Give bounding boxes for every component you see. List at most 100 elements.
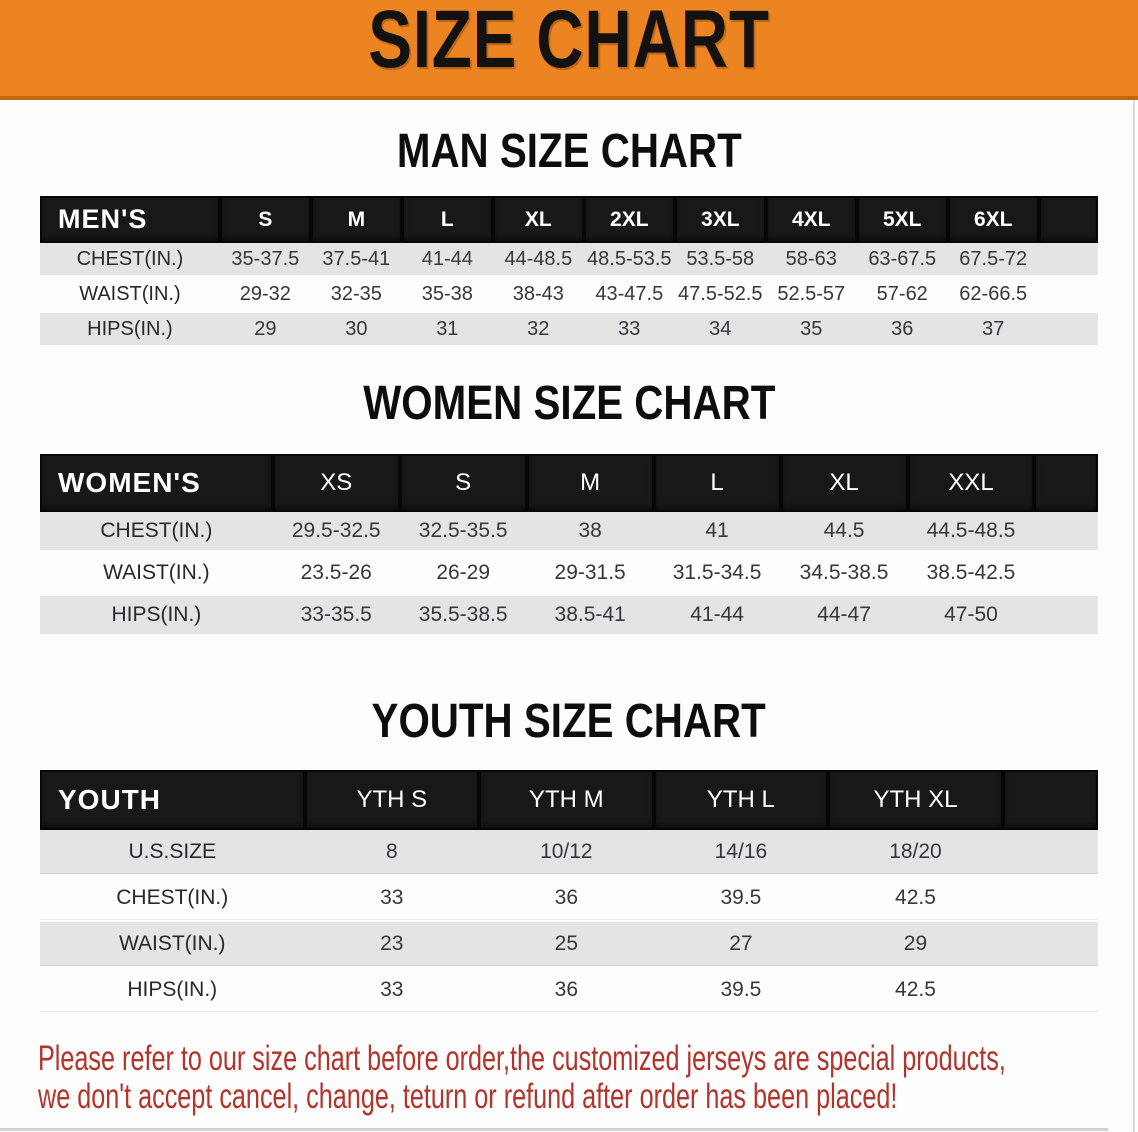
cell-value: 32.5-35.5 [399,512,527,554]
cell-value: 33 [304,876,480,922]
cell-value: 67.5-72 [947,243,1039,278]
women-section-title: WOMEN SIZE CHART [362,377,776,430]
cell-value: 41 [653,512,781,554]
header-filler [1034,454,1098,512]
cell-value: 35-38 [401,278,493,313]
cell-value: 33 [583,313,675,348]
column-header: L [401,196,493,243]
table-row: HIPS(IN.) 29 30 31 32 33 34 35 36 37 [40,313,1098,348]
cell-value: 33 [304,968,480,1014]
column-header: XL [492,196,584,243]
youth-section-title: YOUTH SIZE CHART [371,695,767,748]
table-row: CHEST(IN.) 33 36 39.5 42.5 [40,876,1098,922]
row-filler [1034,554,1098,596]
cell-value: 58-63 [765,243,857,278]
cell-value: 38-43 [492,278,584,313]
cell-value: 29-31.5 [526,554,654,596]
column-header: L [653,454,781,512]
table-row: CHEST(IN.) 35-37.5 37.5-41 41-44 44-48.5 48.5… [40,243,1098,278]
banner-title: SIZE CHART [368,0,770,85]
cell-value: 37 [947,313,1039,348]
column-header: XS [272,454,400,512]
table-corner-label: WOMEN'S [40,454,273,512]
row-label: CHEST(IN.) [40,876,305,922]
cell-value: 33-35.5 [272,596,400,638]
cell-value: 31.5-34.5 [653,554,781,596]
banner-heading: SIZE CHART [318,0,820,104]
cell-value: 39.5 [653,876,829,922]
cell-value: 37.5-41 [310,243,402,278]
row-filler [1002,922,1098,968]
row-filler [1034,596,1098,638]
cell-value: 36 [479,968,654,1014]
header-filler [1002,770,1098,830]
cell-value: 25 [479,922,654,968]
banner: SIZE CHART [0,0,1138,100]
cell-value: 44-48.5 [492,243,584,278]
column-header: XXL [907,454,1035,512]
men-table-wrap: MEN'S S M L XL 2XL 3XL 4XL 5XL 6XL CHEST(IN.) 35-37… [40,196,1098,348]
column-header: M [310,196,402,243]
row-filler [1038,278,1098,313]
section-women: WOMEN SIZE CHART WOMEN'S XS S M L XL XXL CHEST(… [0,378,1138,638]
cell-value: 34.5-38.5 [780,554,908,596]
cell-value: 43-47.5 [583,278,675,313]
cell-value: 39.5 [653,968,829,1014]
column-header: S [219,196,311,243]
table-row: HIPS(IN.) 33 36 39.5 42.5 [40,968,1098,1014]
cell-value: 35-37.5 [219,243,311,278]
cell-value: 38 [526,512,654,554]
cell-value: 57-62 [856,278,948,313]
table-row: CHEST(IN.) 29.5-32.5 32.5-35.5 38 41 44.5 44.5… [40,512,1098,554]
table-corner-label: YOUTH [40,770,305,830]
cell-value: 8 [304,830,480,876]
cell-value: 42.5 [828,968,1003,1014]
table-row: WAIST(IN.) 23.5-26 26-29 29-31.5 31.5-34.5 34… [40,554,1098,596]
women-size-table: WOMEN'S XS S M L XL XXL CHEST(IN.) 29.5-32.5 32.5… [40,454,1098,638]
row-filler [1002,830,1098,876]
row-label: WAIST(IN.) [40,554,273,596]
row-label: HIPS(IN.) [40,596,273,638]
cell-value: 44-47 [780,596,908,638]
section-youth: YOUTH SIZE CHART YOUTH YTH S YTH M YTH L YTH… [0,696,1138,1014]
column-header: M [526,454,654,512]
section-men: MAN SIZE CHART MEN'S S M L XL 2XL 3XL 4XL 5XL 6XL… [0,126,1138,348]
youth-section-heading: YOUTH SIZE CHART [0,696,1138,748]
row-label: U.S.SIZE [40,830,305,876]
column-header: 4XL [765,196,857,243]
cell-value: 10/12 [479,830,654,876]
row-filler [1002,968,1098,1014]
row-label: CHEST(IN.) [40,512,273,554]
cell-value: 29 [219,313,311,348]
row-filler [1002,876,1098,922]
cell-value: 14/16 [653,830,829,876]
cell-value: 35 [765,313,857,348]
cell-value: 48.5-53.5 [583,243,675,278]
column-header: YTH S [304,770,480,830]
row-filler [1038,313,1098,348]
cell-value: 29-32 [219,278,311,313]
column-header: YTH M [479,770,654,830]
row-label: HIPS(IN.) [40,968,305,1014]
notice-line-1: Please refer to our size chart before or… [38,1039,1006,1078]
row-label: HIPS(IN.) [40,313,220,348]
cell-value: 23 [304,922,480,968]
cell-value: 27 [653,922,829,968]
table-row: HIPS(IN.) 33-35.5 35.5-38.5 38.5-41 41-44 44-… [40,596,1098,638]
cell-value: 31 [401,313,493,348]
cell-value: 18/20 [828,830,1003,876]
table-row: WAIST(IN.) 29-32 32-35 35-38 38-43 43-47.5 47.… [40,278,1098,313]
cell-value: 42.5 [828,876,1003,922]
cell-value: 36 [479,876,654,922]
cell-value: 38.5-41 [526,596,654,638]
cell-value: 29.5-32.5 [272,512,400,554]
row-label: WAIST(IN.) [40,922,305,968]
column-header: YTH L [653,770,829,830]
table-row: WAIST(IN.) 23 25 27 29 [40,922,1098,968]
cell-value: 47.5-52.5 [674,278,766,313]
cell-value: 29 [828,922,1003,968]
cell-value: 53.5-58 [674,243,766,278]
column-header: YTH XL [828,770,1003,830]
header-row: MEN'S S M L XL 2XL 3XL 4XL 5XL 6XL [40,196,1098,243]
